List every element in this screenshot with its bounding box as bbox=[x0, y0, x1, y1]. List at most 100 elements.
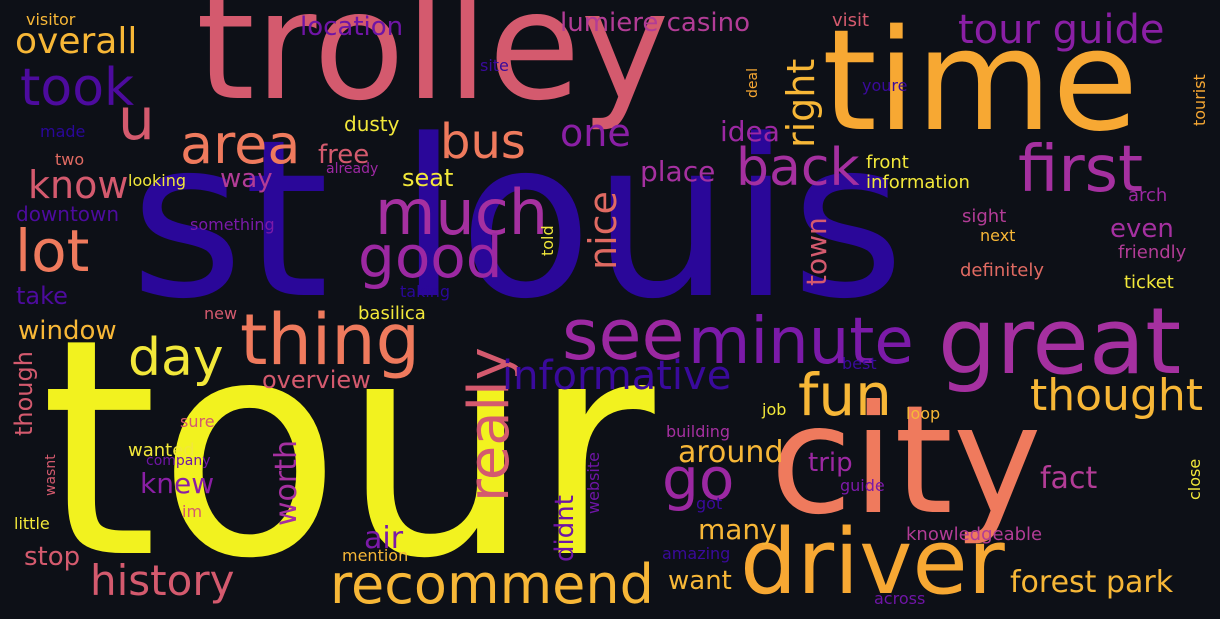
word-downtown: downtown bbox=[16, 202, 120, 226]
word-took: took bbox=[20, 58, 135, 118]
word-friendly: friendly bbox=[1118, 242, 1187, 263]
word-made: made bbox=[40, 122, 86, 141]
word-fact: fact bbox=[1040, 461, 1098, 496]
word-location: location bbox=[300, 12, 404, 42]
word-right: right bbox=[779, 58, 823, 148]
word-place: place bbox=[640, 155, 716, 188]
word-around: around bbox=[678, 435, 784, 470]
word-tourist: tourist bbox=[1190, 74, 1209, 126]
word-great: great bbox=[938, 288, 1182, 395]
word-window: window bbox=[18, 316, 117, 346]
word-tour: tour bbox=[40, 275, 655, 619]
word-bus: bus bbox=[440, 114, 526, 170]
word-town: town bbox=[800, 217, 833, 286]
word-one: one bbox=[560, 111, 631, 155]
word-new: new bbox=[204, 304, 238, 323]
word-next: next bbox=[980, 226, 1016, 245]
word-trolley: trolley bbox=[196, 0, 670, 134]
word-free: free bbox=[318, 140, 370, 170]
word-nice: nice bbox=[581, 191, 625, 270]
word-loop: loop bbox=[906, 404, 941, 423]
word-time: time bbox=[822, 0, 1139, 163]
word-building: building bbox=[666, 422, 731, 441]
word-close: close bbox=[1185, 458, 1204, 500]
word-visit: visit bbox=[832, 10, 870, 31]
word-amazing: amazing bbox=[662, 544, 731, 563]
word-visitor: visitor bbox=[26, 10, 76, 29]
word-thought: thought bbox=[1030, 370, 1204, 421]
word-two: two bbox=[55, 150, 85, 169]
word-taking: taking bbox=[400, 282, 451, 301]
word-driver: driver bbox=[740, 510, 1005, 615]
word-little: little bbox=[14, 514, 50, 533]
word-forest-park: forest park bbox=[1010, 565, 1174, 600]
word-fun: fun bbox=[798, 361, 892, 429]
word-deal: deal bbox=[745, 68, 761, 98]
word-worth: worth bbox=[269, 439, 304, 526]
word-know: know bbox=[28, 163, 129, 207]
word-looking: looking bbox=[128, 171, 187, 190]
word-take: take bbox=[16, 282, 68, 310]
word-st-louis: st louis bbox=[130, 94, 905, 347]
word-front: front bbox=[866, 152, 909, 173]
word-website: website bbox=[584, 452, 603, 514]
word-air: air bbox=[364, 521, 404, 556]
word-knowledgeable: knowledgeable bbox=[906, 524, 1043, 545]
word-lumiere-casino: lumiere casino bbox=[560, 8, 751, 38]
word-got: got bbox=[696, 494, 723, 513]
word-stop: stop bbox=[24, 542, 81, 572]
word-way: way bbox=[220, 164, 273, 194]
word-overview: overview bbox=[262, 366, 371, 394]
word-informative: informative bbox=[502, 353, 732, 399]
word-im: im bbox=[182, 502, 203, 521]
word-want: want bbox=[668, 566, 732, 596]
word-told: told bbox=[538, 225, 557, 256]
word-ticket: ticket bbox=[1124, 272, 1174, 293]
word-sight: sight bbox=[962, 206, 1007, 227]
word-company: company bbox=[146, 453, 211, 469]
word-basilica: basilica bbox=[358, 303, 426, 324]
word-arch: arch bbox=[1128, 185, 1168, 206]
word-sure: sure bbox=[180, 412, 215, 431]
word-city: city bbox=[770, 374, 1042, 548]
word-across: across bbox=[874, 589, 926, 608]
word-see: see bbox=[562, 294, 685, 376]
word-knew: knew bbox=[140, 467, 215, 500]
word-many: many bbox=[698, 513, 777, 546]
word-dusty: dusty bbox=[344, 112, 400, 136]
word-idea: idea bbox=[720, 115, 780, 148]
word-area: area bbox=[180, 113, 301, 176]
word-lot: lot bbox=[15, 217, 90, 285]
word-minute: minute bbox=[688, 305, 914, 379]
word-history: history bbox=[90, 556, 235, 605]
word-job: job bbox=[762, 400, 787, 419]
word-seat: seat bbox=[402, 164, 454, 192]
word-though: though bbox=[10, 351, 38, 436]
word-wasnt: wasnt bbox=[43, 454, 59, 496]
word-wanted: wanted bbox=[128, 440, 195, 461]
word-something: something bbox=[190, 215, 275, 234]
word-tour-guide: tour guide bbox=[958, 7, 1165, 53]
word-guide: guide bbox=[840, 476, 885, 495]
word-definitely: definitely bbox=[960, 260, 1045, 281]
word-youre: youre bbox=[862, 76, 908, 95]
word-site: site bbox=[480, 56, 509, 75]
word-recommend: recommend bbox=[330, 553, 654, 616]
word-already: already bbox=[326, 161, 379, 177]
word-information: information bbox=[866, 172, 970, 193]
word-best: best bbox=[842, 354, 877, 373]
word-trip: trip bbox=[808, 448, 853, 478]
word-go: go bbox=[662, 445, 735, 513]
word-mention: mention bbox=[342, 546, 409, 565]
word-much: much bbox=[375, 176, 549, 249]
word-even: even bbox=[1110, 214, 1174, 244]
word-day: day bbox=[128, 328, 224, 388]
word-u: u bbox=[118, 85, 155, 153]
word-overall: overall bbox=[15, 21, 138, 62]
word-back: back bbox=[736, 138, 860, 198]
word-didnt: didnt bbox=[550, 495, 580, 562]
word-thing: thing bbox=[240, 299, 421, 381]
word-first: first bbox=[1018, 133, 1144, 207]
word-good: good bbox=[358, 223, 503, 291]
